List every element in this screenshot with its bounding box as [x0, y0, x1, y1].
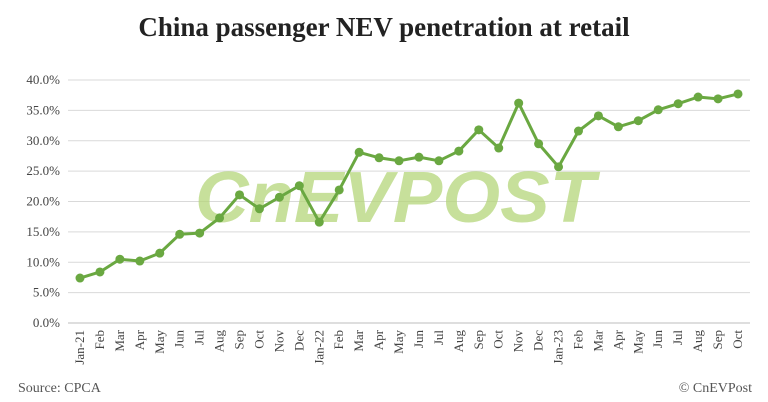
data-point-21	[494, 143, 504, 153]
watermark-logo: CnEVPOST	[195, 158, 601, 238]
data-point-13	[334, 185, 344, 195]
x-tick-label: Jan-21	[72, 330, 87, 365]
y-tick-label: 30.0%	[26, 133, 60, 148]
x-tick-label: Apr	[132, 329, 147, 350]
data-point-15	[374, 153, 384, 163]
data-point-33	[733, 89, 743, 99]
x-tick-label: Apr	[371, 329, 386, 350]
y-tick-label: 15.0%	[26, 224, 60, 239]
x-tick-label: Dec	[531, 330, 546, 351]
x-tick-label: May	[152, 330, 167, 354]
y-tick-label: 0.0%	[33, 315, 60, 330]
x-tick-label: Sep	[710, 330, 725, 350]
y-tick-label: 10.0%	[26, 254, 60, 269]
data-point-24	[554, 162, 564, 172]
copyright-note: © CnEVPost	[679, 381, 752, 396]
chart-title: China passenger NEV penetration at retai…	[138, 12, 630, 42]
x-tick-label: Oct	[491, 330, 506, 349]
data-point-25	[573, 126, 583, 136]
x-tick-label: May	[391, 330, 406, 354]
x-tick-label: Feb	[331, 330, 346, 350]
x-tick-label: Jul	[431, 330, 446, 346]
data-point-16	[394, 156, 404, 166]
x-tick-label: Jun	[411, 330, 426, 349]
source-note: Source: CPCA	[18, 381, 102, 396]
x-tick-label: Nov	[271, 330, 286, 353]
series-path	[79, 92, 739, 280]
data-point-2	[115, 254, 125, 264]
y-tick-label: 25.0%	[26, 163, 60, 178]
x-tick-label: Sep	[471, 330, 486, 350]
x-tick-label: Oct	[251, 330, 266, 349]
x-tick-label: Mar	[351, 329, 366, 351]
x-tick-label: Oct	[730, 330, 745, 349]
x-tick-label: Mar	[590, 329, 605, 351]
data-point-18	[434, 156, 444, 166]
y-axis-ticks: 0.0% 5.0% 10.0% 15.0% 20.0% 25.0% 30.0% 35.0% 40…	[26, 72, 60, 330]
y-tick-label: 5.0%	[33, 285, 60, 300]
x-tick-label: Sep	[232, 330, 247, 350]
data-point-29	[653, 105, 663, 115]
data-point-32	[713, 94, 723, 104]
data-point-17	[414, 152, 424, 162]
data-point-30	[673, 99, 683, 109]
x-tick-label: Jul	[192, 330, 207, 346]
x-tick-label: Dec	[291, 330, 306, 351]
data-point-7	[215, 213, 225, 223]
series-line	[75, 89, 743, 283]
x-tick-label: Jan-23	[551, 330, 566, 365]
x-tick-label: Jul	[670, 330, 685, 346]
x-tick-label: Mar	[112, 329, 127, 351]
data-point-27	[613, 122, 623, 132]
data-point-4	[155, 248, 165, 258]
x-tick-label: Aug	[212, 330, 227, 353]
data-point-14	[354, 147, 364, 157]
x-tick-label: Apr	[610, 329, 625, 350]
data-point-19	[454, 146, 464, 156]
y-tick-label: 35.0%	[26, 102, 60, 117]
x-tick-label: Feb	[570, 330, 585, 350]
data-point-22	[514, 98, 524, 108]
y-tick-label: 40.0%	[26, 72, 60, 87]
x-tick-label: May	[630, 330, 645, 354]
x-tick-label: Jan-22	[311, 330, 326, 365]
x-tick-label: Nov	[511, 330, 526, 353]
data-point-5	[175, 229, 185, 239]
data-point-9	[254, 204, 264, 214]
data-point-20	[474, 125, 484, 135]
x-tick-label: Jun	[650, 330, 665, 349]
x-tick-label: Aug	[451, 330, 466, 353]
data-point-11	[294, 181, 304, 191]
data-point-0	[75, 273, 85, 283]
data-point-10	[274, 192, 284, 202]
data-point-6	[195, 228, 205, 238]
data-point-28	[633, 116, 643, 126]
data-point-1	[95, 267, 105, 277]
data-point-3	[135, 256, 145, 266]
data-point-12	[314, 217, 324, 227]
x-tick-label: Jun	[172, 330, 187, 349]
x-tick-label: Aug	[690, 330, 705, 353]
data-point-23	[534, 139, 544, 149]
x-axis-ticks: Jan-21 Feb Mar Apr May Jun Jul Aug Sep Oct Nov Dec J…	[72, 329, 745, 364]
y-tick-label: 20.0%	[26, 194, 60, 209]
x-tick-label: Feb	[92, 330, 107, 350]
data-point-31	[693, 92, 703, 102]
data-point-8	[235, 190, 245, 200]
data-point-26	[593, 111, 603, 121]
